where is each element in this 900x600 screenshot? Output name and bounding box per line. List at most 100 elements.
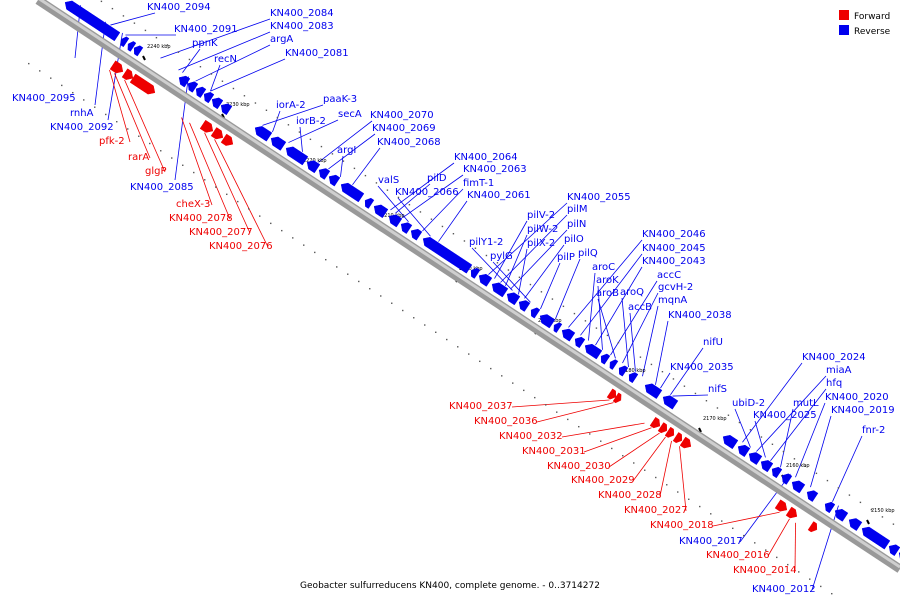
scale-dot [721,520,723,522]
reverse-connector [340,155,344,177]
reverse-gene-arrow [574,336,586,349]
reverse-gene-label: KN400_2068 [377,137,441,148]
scale-dot [837,487,840,489]
scale-dot [144,29,147,32]
scale-dot [237,200,239,203]
reverse-gene-arrow [791,480,806,494]
forward-gene-label: KN400_2018 [650,520,714,531]
scale-dot [600,440,602,442]
scale-dot [529,283,532,286]
reverse-gene-arrow [328,174,341,187]
reverse-gene-label: KN400_2084 [270,8,334,19]
legend-forward-swatch [839,10,849,20]
scale-dot [490,367,492,370]
reverse-gene-arrow [478,273,493,287]
scale-dot [276,116,279,119]
reverse-gene-label: KN400_2091 [174,24,238,35]
scale-dot [408,203,411,206]
reverse-gene-label: argA [270,34,293,45]
reverse-gene-label: pilW-2 [527,224,558,235]
scale-dot [402,309,404,312]
scale-dot [314,251,316,254]
scale-dot [551,298,554,300]
scale-dot [798,571,800,573]
reverse-gene-label: KN400_2020 [825,392,889,403]
reverse-connector [568,239,643,328]
scale-dot [254,102,257,104]
scale-dot [380,295,382,297]
reverse-gene-arrow [373,204,389,219]
position-tick-mark [698,427,702,433]
scale-dot [259,215,261,217]
forward-connector [767,518,790,557]
scale-dot [463,240,466,242]
scale-dot [336,266,338,268]
reverse-gene-arrow [722,435,739,450]
scale-dot [391,302,393,304]
scale-dot [369,288,371,290]
reverse-connector [210,64,221,92]
scale-dot [523,389,525,392]
scale-dot [226,193,228,196]
reverse-connector [438,200,468,242]
reverse-gene-arrow [120,36,130,48]
reverse-connector [210,58,286,92]
forward-connector [181,117,213,206]
reverse-connector [488,202,568,275]
scale-dot [193,171,195,174]
scale-dot [243,95,246,97]
forward-gene-arrow [129,73,156,95]
scale-dot [545,404,547,406]
reverse-connector [621,297,629,368]
scale-dot [419,211,422,213]
reverse-gene-arrow [340,182,365,203]
scale-dot [364,174,367,177]
reverse-gene-arrow [506,292,521,306]
reverse-connector [832,435,863,502]
reverse-connector [734,408,751,448]
reverse-gene-label: KN400_2024 [802,352,866,363]
forward-connector [214,139,269,248]
reverse-connector [288,119,339,143]
reverse-gene-arrow [618,365,629,377]
reverse-gene-label: aroC [592,262,615,273]
scale-dot [738,421,741,424]
legend-forward-label: Forward [854,12,890,22]
scale-dot [628,349,631,351]
scale-dot [149,142,151,145]
reverse-gene-arrow [781,473,793,485]
position-tick-label: 2240 kbp [147,44,171,50]
reverse-connector [642,305,659,377]
scale-dot [562,305,565,308]
reverse-gene-label: KN400_2064 [454,152,518,163]
forward-gene-arrow [109,60,124,74]
reverse-gene-arrow [422,236,473,274]
reverse-gene-arrow [285,146,309,166]
reverse-connector [756,375,827,452]
scale-dot [892,523,895,525]
genome-track-highlight [38,0,900,569]
reverse-connector [492,261,531,303]
reverse-connector [518,248,528,295]
reverse-connector [540,262,561,310]
scale-dot [441,225,444,228]
reverse-gene-label: fnr-2 [862,425,885,436]
reverse-gene-label: pilD [427,173,447,184]
scale-dot [287,124,290,126]
scale-dot [386,189,389,191]
reverse-connector [739,473,791,543]
scale-dot [677,491,679,493]
reverse-connector [471,247,513,291]
scale-dot [221,80,224,82]
scale-dot [776,556,778,559]
reverse-gene-label: KN400_2063 [463,164,527,175]
reverse-connector [422,188,464,232]
scale-dot [870,508,873,511]
scale-dot [210,73,213,75]
scale-dot [83,99,85,101]
forward-gene-label: pfk-2 [99,136,125,147]
reverse-connector [597,285,603,350]
forward-gene-arrow [672,432,683,444]
scale-dot [413,317,415,319]
